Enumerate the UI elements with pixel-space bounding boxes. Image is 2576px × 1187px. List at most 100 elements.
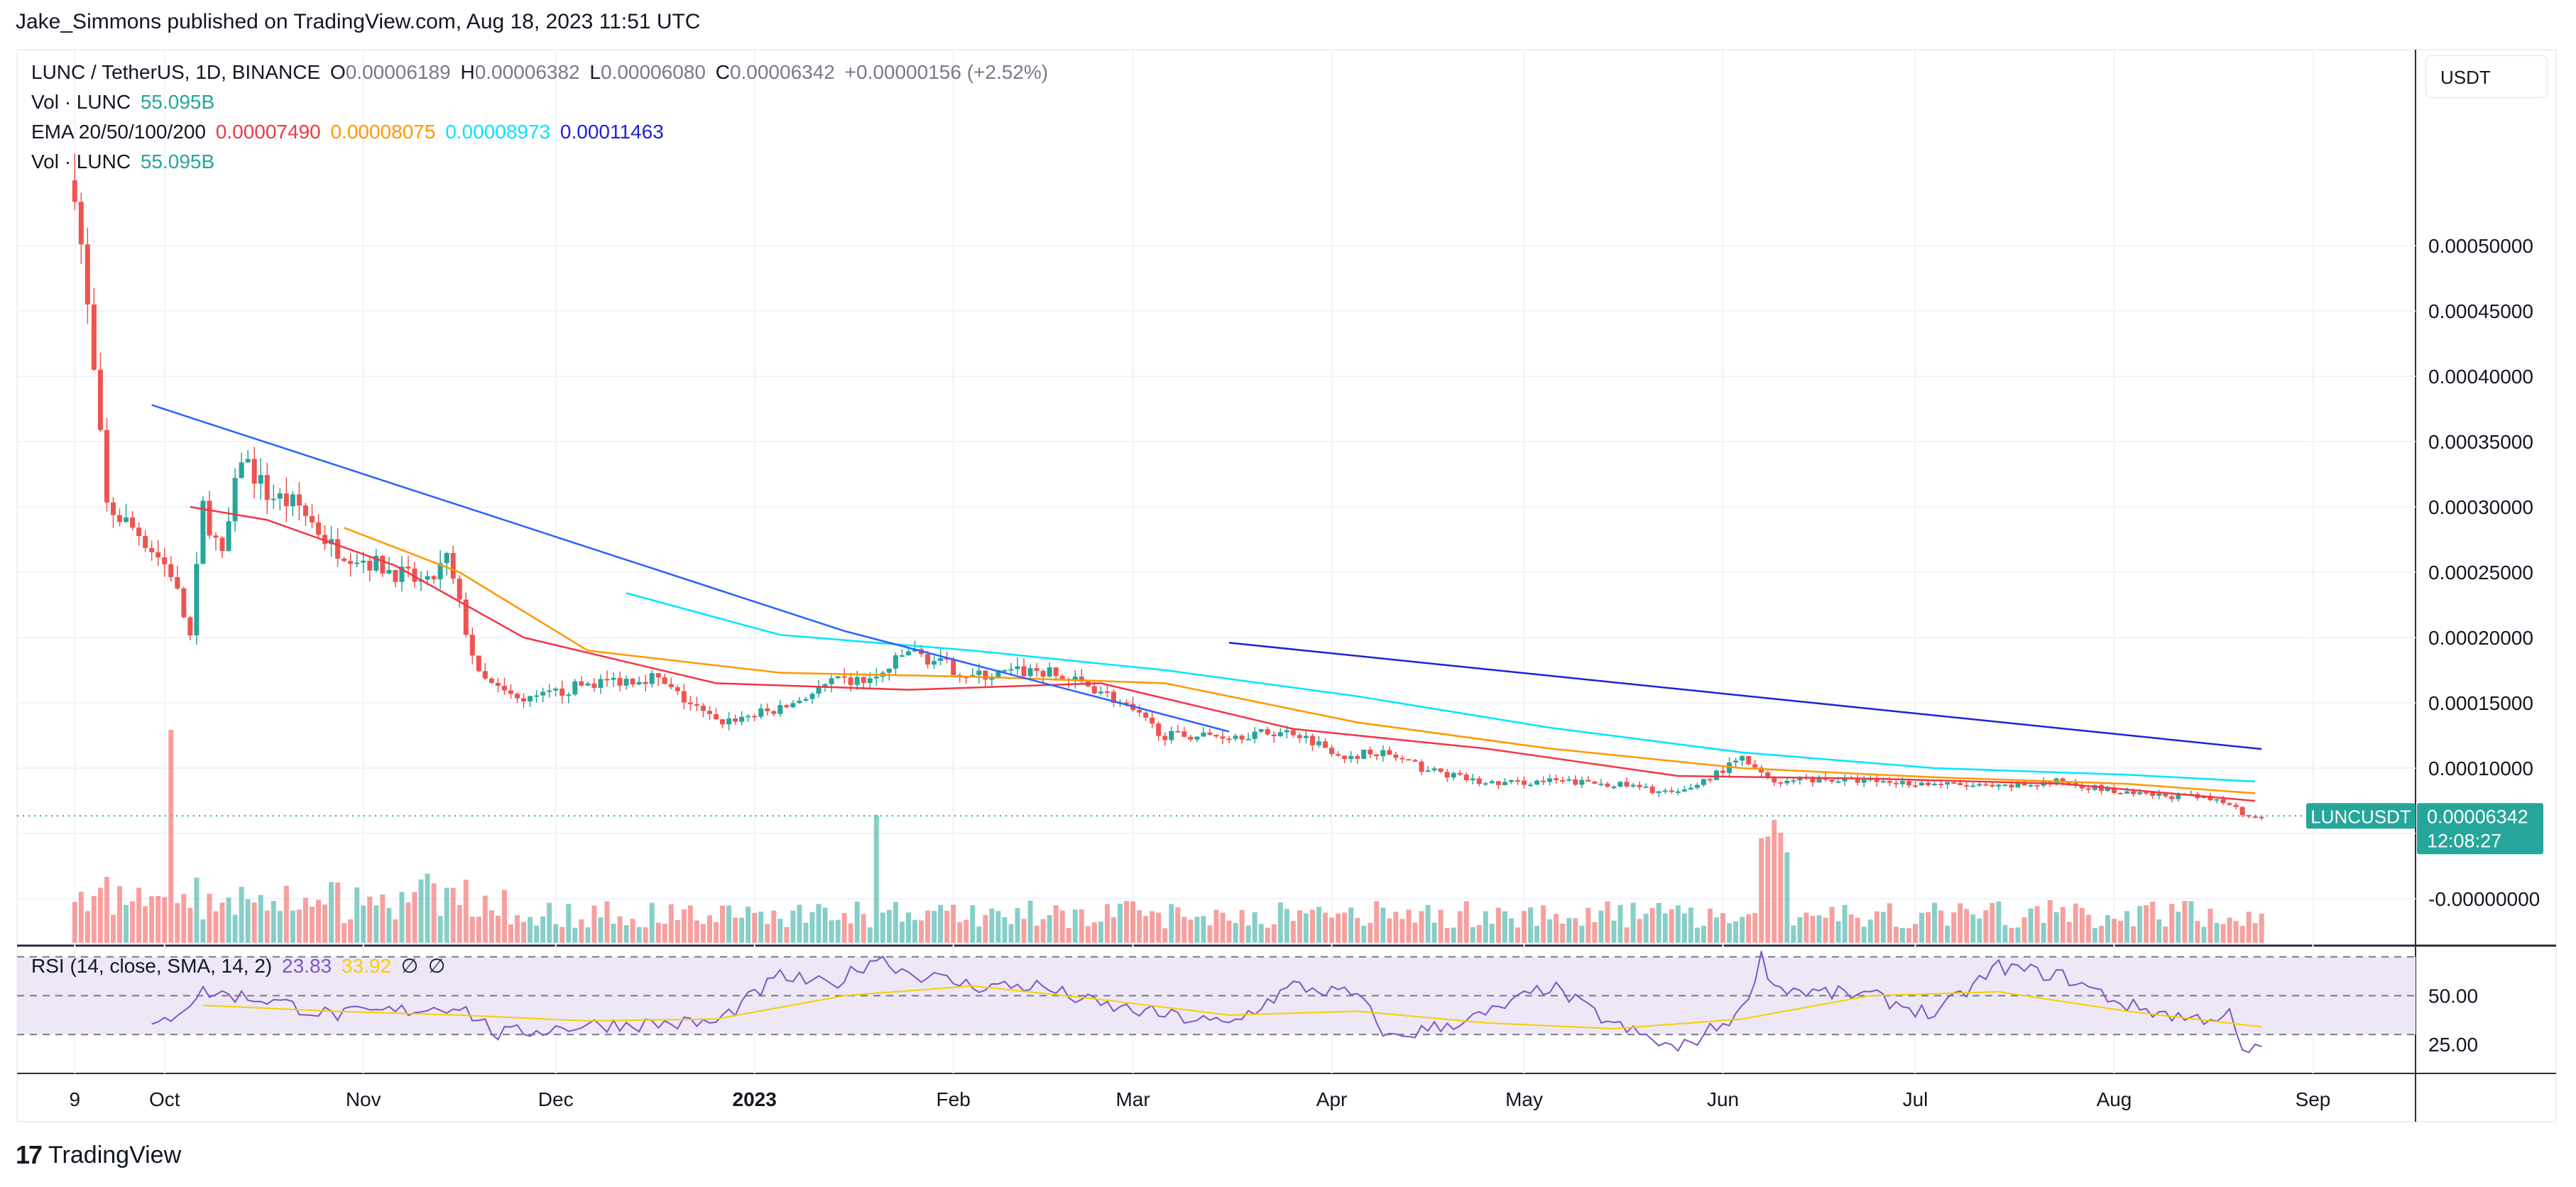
candle-body [1759, 767, 1764, 773]
volume-bar [1752, 913, 1758, 943]
volume-bar [1791, 925, 1796, 943]
footer-brand[interactable]: 17 TradingView [16, 1140, 181, 1170]
candle-body [1797, 777, 1803, 781]
candle-body [1617, 782, 1623, 787]
volume-bar [1861, 926, 1867, 943]
ema-legend[interactable]: EMA 20/50/100/200 0.00007490 0.00008075 … [31, 121, 668, 143]
candle-body [239, 462, 244, 478]
candle-body [1110, 691, 1116, 703]
volume-bar [983, 914, 988, 943]
candle-body [566, 694, 572, 696]
volume-bar [765, 924, 770, 943]
volume-legend[interactable]: Vol · LUNC 55.095B [31, 91, 219, 114]
volume-bar [501, 890, 507, 943]
volume-bar [2207, 909, 2213, 943]
rsi-empty-2: ∅ [427, 955, 446, 977]
candle-body [1457, 772, 1463, 775]
currency-selector[interactable]: USDT [2425, 55, 2548, 98]
candle-body [1662, 790, 1668, 792]
rsi-legend[interactable]: RSI (14, close, SMA, 14, 2) 23.83 33.92 … [31, 954, 449, 978]
y-tick-label: -0.00000000 [2428, 888, 2540, 910]
candle-body [329, 539, 334, 545]
candle-body [1239, 735, 1245, 740]
candle-body [1201, 732, 1206, 737]
volume-legend-2[interactable]: Vol · LUNC 55.095B [31, 151, 219, 173]
symbol-title[interactable]: LUNC / TetherUS, 1D, BINANCE [31, 61, 321, 83]
candle-body [1419, 761, 1424, 772]
volume-bar [2015, 927, 2021, 943]
volume-bar [1611, 920, 1617, 943]
volume-bar [1451, 927, 1456, 943]
volume-bar [1361, 926, 1367, 943]
candle-body [290, 494, 295, 506]
candle-body [155, 552, 161, 558]
volume-bar [790, 910, 796, 943]
candle-body [1021, 666, 1027, 677]
candle-body [2227, 803, 2232, 805]
candle-body [1958, 782, 1963, 785]
candle-body [277, 493, 283, 499]
volume-bar [1066, 928, 1071, 943]
candle-body [1072, 676, 1078, 681]
volume-bar [521, 921, 527, 943]
volume-bar [752, 912, 758, 943]
volume-bar [1368, 922, 1373, 943]
candle-body [1534, 780, 1540, 785]
ohlc-h-label: H [460, 61, 475, 83]
volume-bar [1977, 918, 1982, 943]
volume-bar [2098, 926, 2104, 943]
candle-body [720, 719, 726, 725]
candle-body [1303, 735, 1309, 738]
candle-body [1752, 764, 1758, 768]
candle-body [181, 589, 187, 618]
volume-bar [1534, 926, 1540, 943]
candle-body [643, 682, 648, 684]
candle-body [405, 567, 411, 569]
volume-bar [457, 904, 462, 943]
candle-body [739, 716, 745, 722]
candle-body [617, 677, 623, 686]
candle-body [1355, 755, 1360, 759]
volume-bar [803, 922, 809, 943]
volume-bar [1040, 919, 1046, 943]
volume-bar [1643, 914, 1649, 943]
volume-bar [1893, 926, 1899, 943]
volume-bar [1772, 819, 1777, 943]
volume-bar [1938, 910, 1944, 943]
volume-bar [2002, 924, 2008, 943]
candle-body [348, 561, 354, 564]
y-tick-label: 0.00045000 [2428, 300, 2533, 322]
volume-bar [1707, 909, 1713, 943]
candle-body [649, 673, 655, 684]
volume-bar [1508, 918, 1514, 943]
ohlc-l-label: L [589, 61, 601, 83]
candle-body [1970, 785, 1976, 787]
volume-bar [1406, 909, 1412, 943]
y-tick-label: 0.00030000 [2428, 496, 2533, 518]
candle-body [746, 716, 751, 718]
candle-body [1053, 667, 1059, 677]
volume-bar [1681, 913, 1687, 943]
volume-bar [1284, 909, 1289, 943]
candle-body [2085, 788, 2091, 790]
volume-bar [437, 916, 443, 943]
candle-body [380, 555, 386, 574]
candle-body [1393, 754, 1399, 758]
x-tick-label: Mar [1115, 1088, 1150, 1110]
volume-bar [91, 895, 97, 943]
volume-bar [2073, 903, 2078, 943]
volume-bar [1727, 923, 1732, 943]
price-tag-value: 0.00006342 [2427, 806, 2528, 827]
candle-body [2137, 792, 2143, 794]
candle-body [143, 535, 148, 548]
volume-bar [1431, 922, 1437, 943]
rsi-line [151, 951, 2262, 1054]
candle-body [1605, 783, 1610, 787]
volume-bar [1316, 907, 1322, 943]
volume-bar [1694, 927, 1700, 943]
volume-bar [995, 911, 1001, 943]
volume-bar [1098, 921, 1103, 943]
candle-body [636, 682, 642, 685]
candle-body [437, 563, 443, 580]
